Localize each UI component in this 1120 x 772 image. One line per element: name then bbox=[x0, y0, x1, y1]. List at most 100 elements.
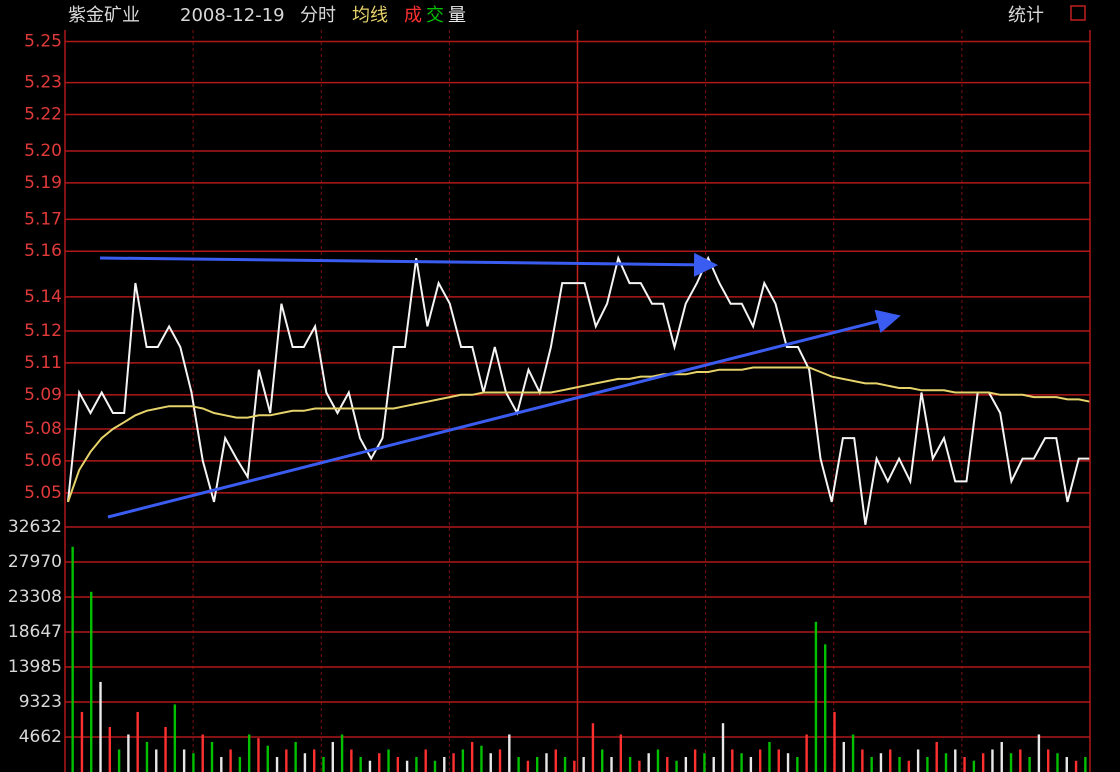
volume-bar bbox=[90, 591, 93, 772]
volume-bar bbox=[331, 741, 334, 772]
volume-bar bbox=[582, 756, 585, 772]
volume-bar bbox=[155, 749, 158, 772]
volume-bar bbox=[489, 753, 492, 772]
volume-bar bbox=[1065, 756, 1068, 772]
y-tick-label: 5.14 bbox=[24, 287, 62, 307]
volume-bar bbox=[712, 756, 715, 772]
volume-bar bbox=[313, 749, 316, 772]
legend-volume: 交 bbox=[426, 5, 444, 26]
volume-bar bbox=[954, 749, 957, 772]
volume-bar bbox=[944, 753, 948, 772]
volume-bar bbox=[898, 756, 901, 772]
y-tick-label: 5.09 bbox=[24, 385, 62, 405]
volume-bar bbox=[554, 749, 557, 772]
volume-bar bbox=[275, 756, 279, 772]
volume-bar bbox=[666, 756, 669, 772]
volume-bar bbox=[127, 734, 130, 772]
volume-bar bbox=[257, 738, 260, 772]
volume-bar bbox=[796, 756, 799, 772]
volume-bar bbox=[889, 749, 892, 772]
volume-bar bbox=[656, 749, 660, 772]
volume-bar bbox=[1000, 741, 1003, 772]
grid: 5.05 5.06 5.08 5.09 5.11 5.12 5.14 5.16 5.17 5.19… bbox=[8, 30, 1090, 772]
volume-bar bbox=[638, 760, 641, 772]
volume-bar bbox=[703, 753, 706, 772]
volume-bar bbox=[470, 741, 474, 772]
volume-bar bbox=[805, 734, 808, 772]
volume-bar bbox=[99, 681, 102, 772]
volume-bar bbox=[1019, 749, 1022, 772]
volume-bar bbox=[861, 749, 864, 772]
volume-bar bbox=[907, 760, 911, 772]
y-tick-label: 5.16 bbox=[24, 241, 62, 261]
y-tick-label: 5.22 bbox=[24, 104, 62, 124]
volume-bar bbox=[368, 760, 372, 772]
volume-bar bbox=[991, 749, 994, 772]
volume-bar bbox=[238, 756, 242, 772]
volume-bar bbox=[71, 546, 74, 772]
volume-bar bbox=[359, 756, 362, 772]
volume-bar bbox=[879, 753, 883, 772]
volume-bar bbox=[294, 741, 297, 772]
volume-bar bbox=[182, 749, 186, 772]
volume-bar bbox=[749, 756, 753, 772]
y-tick-label: 5.12 bbox=[24, 321, 62, 341]
volume-bar bbox=[108, 726, 112, 772]
volume-bar bbox=[1084, 756, 1087, 772]
volume-bar bbox=[935, 741, 938, 772]
price-line bbox=[67, 255, 1090, 525]
volume-bar bbox=[545, 753, 548, 772]
volume-bar bbox=[164, 726, 167, 772]
y-tick-label: 18647 bbox=[8, 622, 62, 642]
volume-bar bbox=[1037, 734, 1041, 772]
volume-bar bbox=[824, 644, 827, 772]
volume-bar bbox=[136, 711, 139, 772]
volume-bar bbox=[1009, 753, 1013, 772]
volume-bar bbox=[266, 745, 269, 772]
y-tick-label: 13985 bbox=[8, 657, 62, 677]
volume-bar bbox=[814, 621, 818, 772]
volume-bar bbox=[777, 749, 780, 772]
view-mode: 分时 bbox=[300, 5, 336, 26]
volume-bar bbox=[628, 756, 632, 772]
volume-bar bbox=[378, 753, 381, 772]
y-tick-label: 5.19 bbox=[24, 173, 62, 193]
marks bbox=[67, 255, 1091, 772]
volume-bar bbox=[535, 756, 539, 772]
y-tick-label: 23308 bbox=[8, 587, 62, 607]
volume-bar bbox=[405, 760, 409, 772]
volume-bar bbox=[452, 753, 455, 772]
volume-bar bbox=[740, 753, 743, 772]
volume-bar bbox=[498, 749, 502, 772]
stats-button[interactable]: 统计 bbox=[1008, 5, 1044, 26]
volume-bar bbox=[768, 741, 771, 772]
window-icon[interactable] bbox=[1070, 5, 1086, 21]
volume-bar bbox=[1028, 756, 1031, 772]
average-line bbox=[67, 366, 1091, 503]
y-tick-label: 5.05 bbox=[24, 483, 62, 503]
volume-bar bbox=[396, 756, 400, 772]
volume-bar bbox=[731, 749, 734, 772]
y-tick-label: 5.20 bbox=[24, 141, 62, 161]
y-tick-label: 5.11 bbox=[24, 353, 62, 373]
legend-volume: 成 bbox=[404, 5, 422, 26]
volume-bar bbox=[415, 756, 418, 772]
volume-bar bbox=[619, 734, 623, 772]
volume-bar bbox=[926, 756, 929, 772]
volume-bar bbox=[424, 749, 427, 772]
annotation-arrow bbox=[107, 309, 901, 519]
volume-bar bbox=[145, 741, 149, 772]
legend-average: 均线 bbox=[352, 5, 388, 26]
y-tick-label: 9323 bbox=[19, 692, 62, 712]
volume-bar bbox=[443, 756, 446, 772]
date: 2008-12-19 bbox=[180, 5, 285, 26]
volume-bar bbox=[508, 734, 511, 772]
volume-bar bbox=[758, 749, 762, 772]
y-tick-label: 5.06 bbox=[24, 451, 62, 471]
volume-bar bbox=[1046, 749, 1050, 772]
volume-bar bbox=[610, 756, 613, 772]
volume-bar bbox=[210, 741, 214, 772]
y-tick-label: 32632 bbox=[8, 517, 62, 537]
volume-bar bbox=[340, 734, 344, 772]
